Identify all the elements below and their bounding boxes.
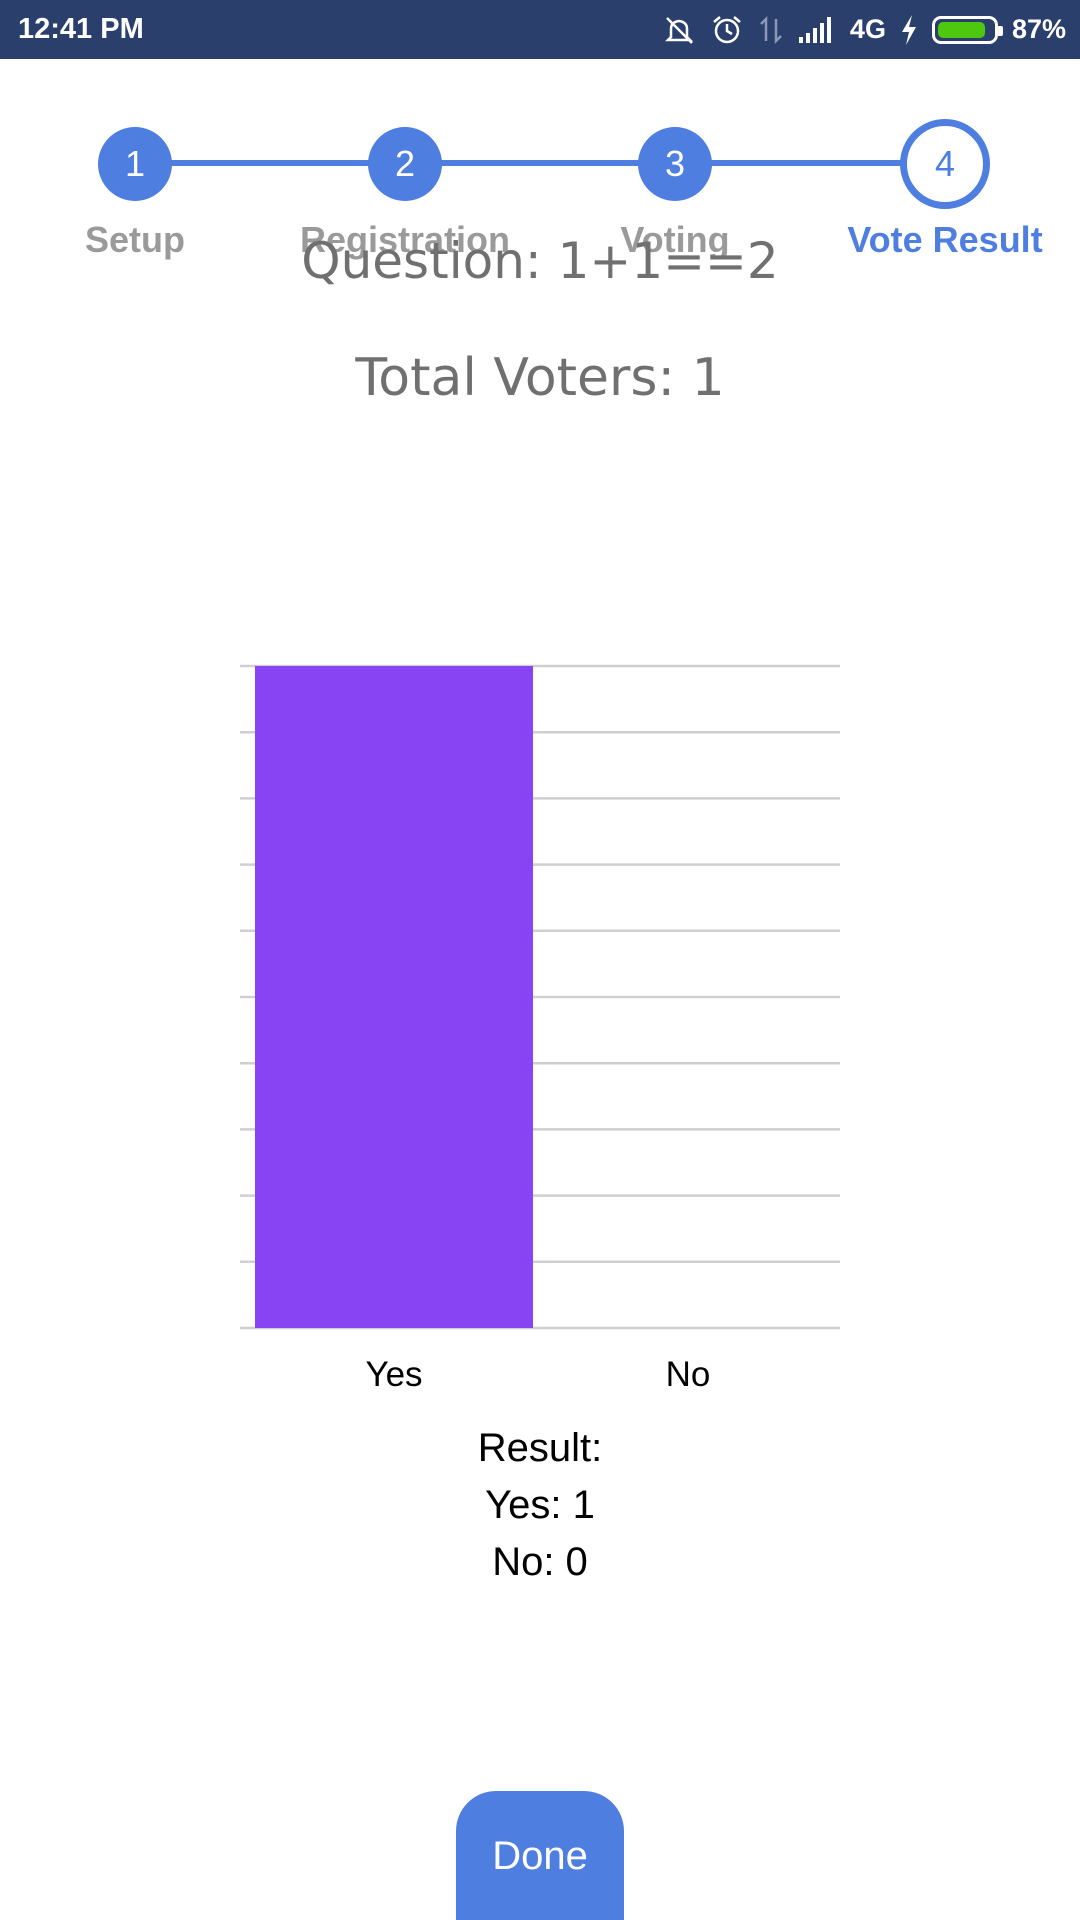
- vote-chart: Yes No: [0, 640, 1080, 1400]
- step-number: 2: [368, 127, 442, 201]
- status-bar: 12:41 PM 4G 87%: [0, 0, 1080, 59]
- step-label: Setup: [84, 219, 185, 260]
- battery-fill: [937, 21, 985, 38]
- step-voting[interactable]: 3 Voting: [565, 127, 785, 261]
- step-number: 1: [98, 127, 172, 201]
- step-number: 3: [638, 127, 712, 201]
- step-label: Vote Result: [847, 219, 1043, 260]
- signal-icon: [798, 16, 831, 43]
- step-label: Voting: [620, 219, 730, 260]
- chart-svg: [240, 664, 840, 1330]
- battery-tip: [997, 25, 1003, 36]
- result-yes: Yes: 1: [485, 1483, 595, 1527]
- step-registration[interactable]: 2 Registration: [295, 127, 515, 261]
- result-heading: Result:: [477, 1426, 603, 1470]
- step-label: Registration: [299, 219, 511, 260]
- status-time: 12:41 PM: [18, 13, 144, 45]
- stepper-line: [135, 160, 945, 166]
- network-type: 4G: [849, 14, 886, 44]
- status-icons: 4G 87%: [662, 0, 1066, 59]
- step-vote-result[interactable]: 4 Vote Result: [835, 119, 1055, 261]
- bar-yes: [255, 666, 533, 1328]
- battery-percent: 87%: [1011, 14, 1066, 44]
- done-button[interactable]: Done: [456, 1791, 624, 1920]
- question-text: Question: 1+1==2: [301, 232, 779, 290]
- x-tick-label: Yes: [365, 1355, 423, 1394]
- alarm-icon: [713, 15, 741, 43]
- data-arrows-icon: [760, 15, 782, 44]
- result-summary: Result: Yes: 1 No: 0: [0, 1420, 1080, 1591]
- mute-icon: [664, 16, 693, 44]
- step-number: 4: [900, 119, 990, 209]
- step-setup[interactable]: 1 Setup: [25, 127, 245, 261]
- stepper: 1 Setup 2 Registration 3 Voting 4 Vote R…: [0, 59, 1080, 260]
- total-voters-text: Total Voters: 1: [355, 348, 725, 408]
- battery-icon: [931, 15, 1003, 44]
- result-no: No: 0: [492, 1540, 588, 1584]
- charging-icon: [901, 14, 916, 45]
- x-tick-label: No: [665, 1355, 711, 1394]
